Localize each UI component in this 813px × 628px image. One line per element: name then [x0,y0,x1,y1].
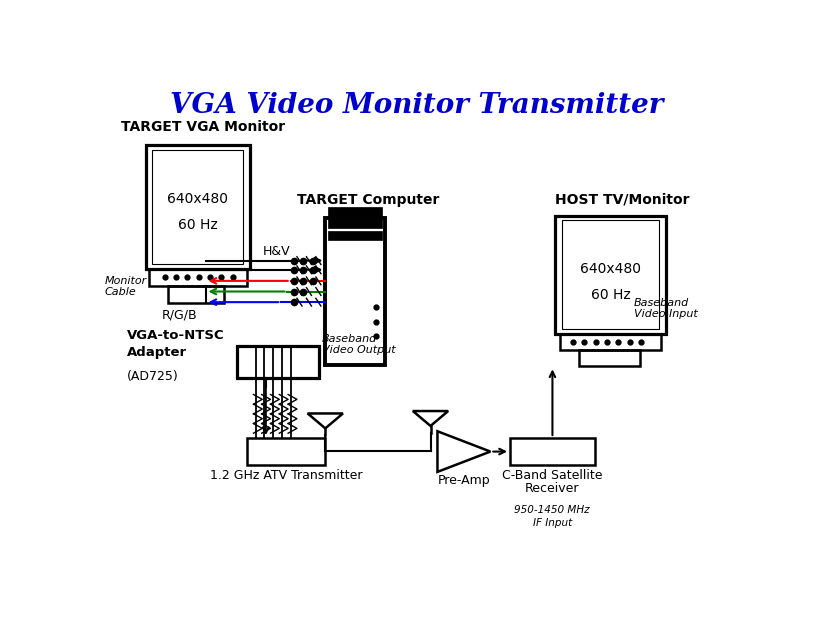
Bar [167,286,224,303]
Text: HOST TV/Monitor: HOST TV/Monitor [555,193,689,207]
Text: R/G/B: R/G/B [162,308,197,321]
Text: 950-1450 MHz: 950-1450 MHz [515,505,590,515]
Text: Baseband
Video Input: Baseband Video Input [634,298,698,319]
Text: 640x480: 640x480 [580,262,641,276]
Text: VGA-to-NTSC: VGA-to-NTSC [127,329,224,342]
Bar [562,220,659,329]
Bar [325,218,385,365]
Text: VGA Video Monitor Transmitter: VGA Video Monitor Transmitter [170,92,663,119]
Text: Baseband
Video Output: Baseband Video Output [322,334,396,355]
Bar [510,438,595,465]
Text: Pre-Amp: Pre-Amp [437,474,490,487]
Text: Adapter: Adapter [127,346,187,359]
Bar [237,346,319,377]
Text: 1.2 GHz ATV Transmitter: 1.2 GHz ATV Transmitter [210,469,363,482]
Text: H&V: H&V [263,246,290,258]
Bar [149,269,246,286]
Bar [555,215,666,334]
Bar [328,219,382,228]
Text: 640x480: 640x480 [167,192,228,205]
Text: Receiver: Receiver [525,482,580,495]
Text: C-Band Satellite: C-Band Satellite [502,469,602,482]
Text: TARGET VGA Monitor: TARGET VGA Monitor [120,120,285,134]
Text: (AD725): (AD725) [127,370,179,383]
Bar [559,334,660,350]
Text: Monitor
Cable: Monitor Cable [105,276,147,298]
Bar [146,146,250,269]
Bar [152,150,243,264]
Bar [328,231,382,240]
Bar [246,438,325,465]
Text: IF Input: IF Input [533,518,572,528]
Text: TARGET Computer: TARGET Computer [297,193,439,207]
Text: 60 Hz: 60 Hz [591,288,631,302]
Bar [579,350,641,367]
Text: 60 Hz: 60 Hz [177,219,217,232]
Bar [328,207,382,215]
